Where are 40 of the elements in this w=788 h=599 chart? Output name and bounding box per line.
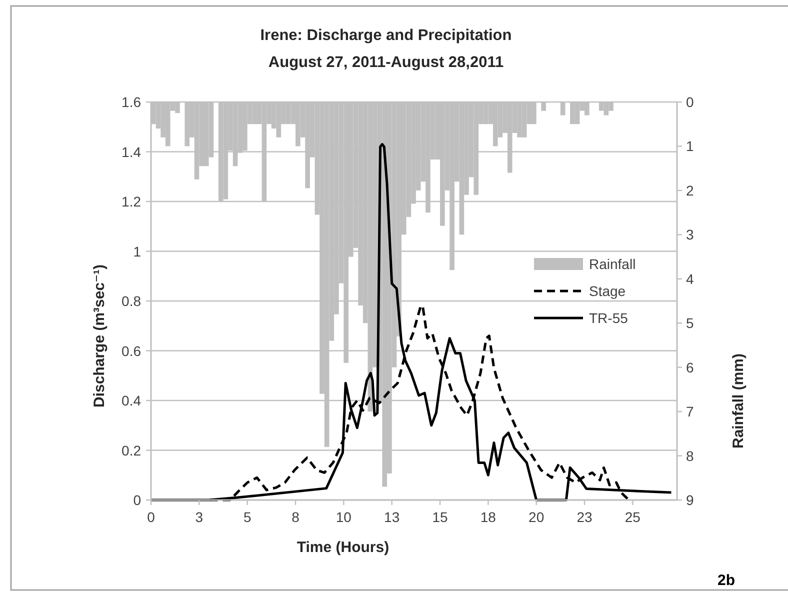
x-tick-label: 13 bbox=[384, 509, 400, 525]
y-tick-label: 1.4 bbox=[122, 144, 142, 160]
x-tick-label: 25 bbox=[624, 509, 641, 525]
x-tick-label: 0 bbox=[147, 509, 156, 525]
y2-tick-label: 8 bbox=[686, 448, 694, 464]
y2-tick-label: 6 bbox=[686, 359, 694, 376]
y-tick-label: 1 bbox=[133, 243, 142, 260]
y-tick-label: 0 bbox=[133, 492, 142, 508]
legend-label: TR-55 bbox=[589, 310, 628, 326]
y2-axis-title: Rainfall (mm) bbox=[730, 353, 747, 449]
x-tick-label: 3 bbox=[195, 509, 204, 525]
x-tick-label: 23 bbox=[576, 509, 593, 525]
text: 2b bbox=[717, 572, 735, 589]
y-tick-label: 0.4 bbox=[122, 392, 142, 408]
y-tick-label: 0.2 bbox=[122, 442, 142, 458]
y2-tick-label: 3 bbox=[686, 226, 694, 243]
y-tick-label: 1.6 bbox=[122, 94, 142, 110]
y2-tick-label: 4 bbox=[686, 270, 694, 287]
y-axis-title: Discharge (m³sec⁻¹) bbox=[91, 264, 108, 408]
x-axis-title: Time (Hours) bbox=[296, 539, 390, 556]
y2-tick-label: 7 bbox=[686, 404, 694, 420]
y2-tick-label: 2 bbox=[686, 182, 694, 198]
y2-tick-label: 0 bbox=[686, 94, 694, 110]
line-series bbox=[150, 143, 672, 502]
x-tick-label: 15 bbox=[432, 509, 448, 525]
y-tick-label: 0.6 bbox=[122, 342, 142, 359]
x-tick-label: 5 bbox=[243, 509, 252, 525]
x-tick-label: 10 bbox=[336, 509, 352, 525]
x-tick-label: 8 bbox=[292, 509, 300, 525]
y-tick-label: 1.2 bbox=[122, 194, 142, 210]
y2-tick-label: 5 bbox=[686, 315, 694, 332]
legend-label: Stage bbox=[589, 283, 626, 299]
x-tick-label: 20 bbox=[528, 509, 544, 525]
y-tick-label: 0.8 bbox=[122, 293, 142, 309]
chart-subtitle: August 27, 2011-August 28,2011 bbox=[268, 54, 504, 71]
chart-title: Irene: Discharge and Precipitation bbox=[260, 27, 512, 44]
y2-tick-label: 9 bbox=[686, 492, 694, 508]
y2-tick-label: 1 bbox=[686, 138, 694, 154]
legend-label: Rainfall bbox=[589, 256, 636, 272]
x-tick-label: 18 bbox=[480, 509, 496, 525]
